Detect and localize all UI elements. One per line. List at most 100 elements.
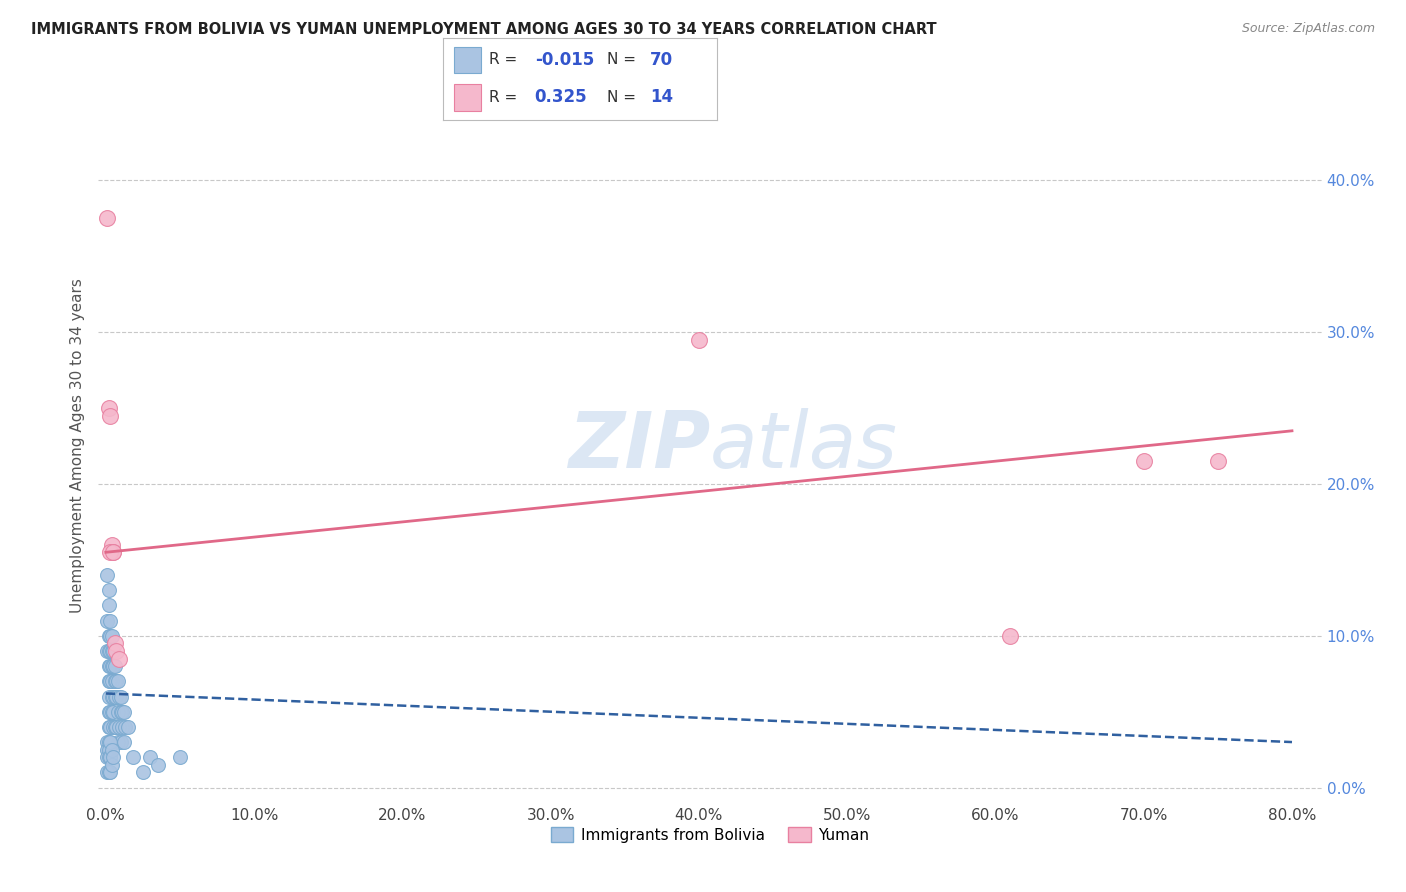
Point [108,720,131,734]
Text: ZIP: ZIP [568,408,710,484]
Point [111,720,134,734]
Point [103,659,125,673]
Point [112,705,135,719]
Point [97,735,120,749]
Point [98,735,121,749]
Point [146,757,169,772]
Point [98,629,121,643]
Point [97,401,120,415]
Point [107,735,129,749]
FancyBboxPatch shape [454,46,481,73]
Point [98,674,121,689]
Point [97,644,120,658]
Point [1132,454,1154,468]
Point [96,211,118,226]
Point [97,690,120,704]
Point [688,333,710,347]
Point [96,644,118,658]
Point [114,720,136,734]
Point [110,690,132,704]
Point [104,720,127,734]
Point [100,757,122,772]
Text: -0.015: -0.015 [534,51,593,69]
Point [112,735,135,749]
Text: R =: R = [489,53,517,67]
Point [108,651,131,665]
Point [98,705,121,719]
Point [96,735,118,749]
Point [98,750,121,764]
Text: 70: 70 [650,51,673,69]
Text: 0.325: 0.325 [534,88,588,106]
Point [97,599,120,613]
Point [100,644,122,658]
Point [96,750,118,764]
Point [105,720,128,734]
Point [100,659,122,673]
Point [96,568,118,582]
Point [100,629,122,643]
Text: IMMIGRANTS FROM BOLIVIA VS YUMAN UNEMPLOYMENT AMONG AGES 30 TO 34 YEARS CORRELAT: IMMIGRANTS FROM BOLIVIA VS YUMAN UNEMPLO… [31,22,936,37]
Point [97,765,120,780]
Point [96,614,118,628]
Point [103,705,125,719]
Point [103,644,125,658]
Point [96,742,118,756]
Text: R =: R = [489,90,517,105]
Point [98,644,121,658]
Point [139,750,162,764]
Point [104,690,127,704]
Point [100,742,122,756]
Point [97,583,120,598]
Point [105,690,128,704]
Point [1000,629,1022,643]
Point [107,705,129,719]
Point [169,750,191,764]
Point [111,705,134,719]
Point [121,750,143,764]
Point [100,538,122,552]
Point [97,629,120,643]
Point [132,765,155,780]
Point [103,720,125,734]
Point [100,674,122,689]
Point [103,545,125,559]
Point [104,636,127,650]
Point [100,705,122,719]
Point [97,750,120,764]
Point [108,690,131,704]
Point [97,742,120,756]
Point [97,674,120,689]
Point [103,545,125,559]
Point [103,690,125,704]
Point [107,674,129,689]
Text: Source: ZipAtlas.com: Source: ZipAtlas.com [1241,22,1375,36]
Point [110,705,132,719]
Point [98,409,121,423]
Point [117,720,139,734]
Point [97,720,120,734]
Point [96,765,118,780]
Point [98,545,121,559]
Point [105,674,128,689]
Point [100,690,122,704]
Legend: Immigrants from Bolivia, Yuman: Immigrants from Bolivia, Yuman [544,821,876,848]
Point [110,735,132,749]
Text: atlas: atlas [710,408,898,484]
Text: N =: N = [607,90,637,105]
Point [104,659,127,673]
Point [98,659,121,673]
FancyBboxPatch shape [454,85,481,111]
Point [98,765,121,780]
Point [97,705,120,719]
Point [105,644,128,658]
Point [98,720,121,734]
Point [97,659,120,673]
Text: N =: N = [607,53,637,67]
Point [1206,454,1229,468]
Point [103,750,125,764]
Y-axis label: Unemployment Among Ages 30 to 34 years: Unemployment Among Ages 30 to 34 years [69,278,84,614]
Text: 14: 14 [650,88,673,106]
Point [104,674,127,689]
Point [98,614,121,628]
